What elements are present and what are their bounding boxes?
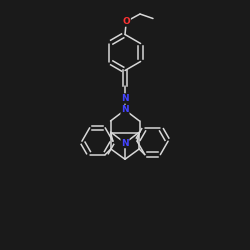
Text: N: N (121, 106, 129, 114)
Text: N: N (121, 94, 129, 103)
Text: N: N (121, 138, 129, 147)
Text: O: O (122, 17, 130, 26)
